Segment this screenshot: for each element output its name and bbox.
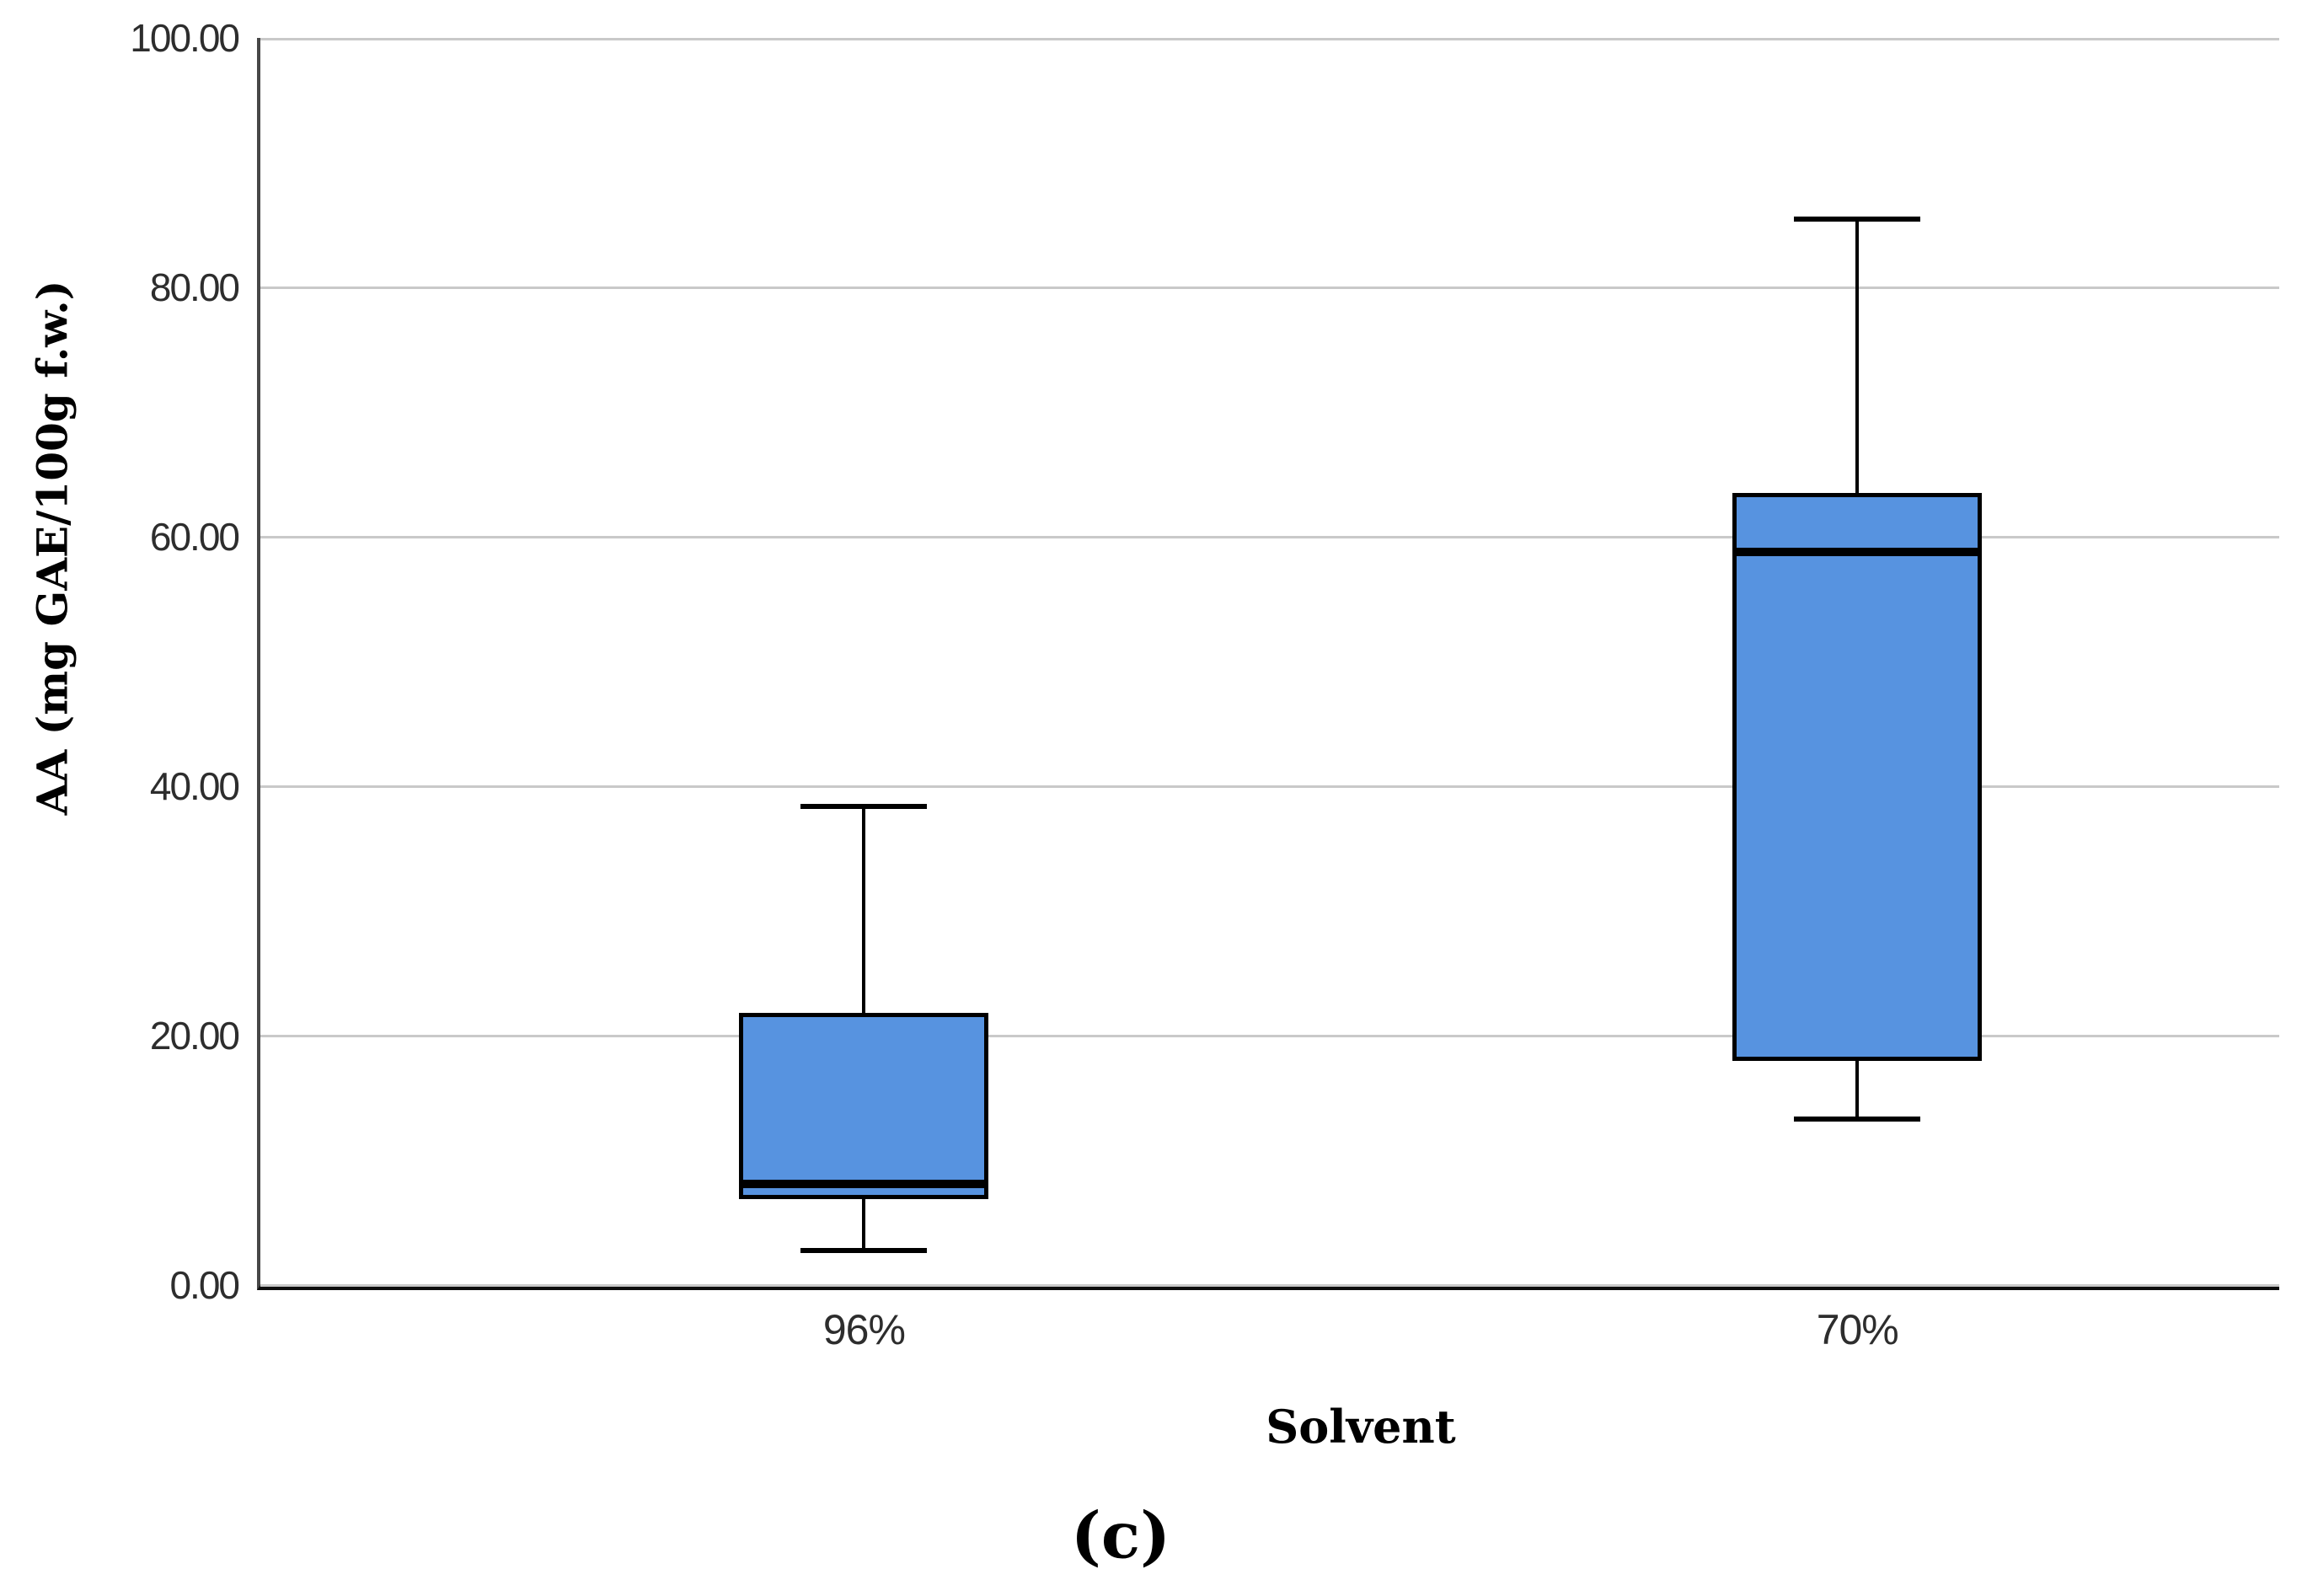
y-tick-label: 100.00 [130,16,240,60]
gridline-60.00 [260,535,2279,538]
x-tick-label: 96% [822,1306,906,1353]
y-axis-title: AA (mg GAE/100g f.w.) [27,280,78,816]
box-70% [1732,493,1983,1061]
whisker-lower-cap [1794,1117,1921,1122]
y-tick-label: 40.00 [149,764,240,808]
whisker-upper-cap [1794,216,1921,222]
x-tick-label: 70% [1816,1306,1899,1353]
whisker-lower-cap [800,1247,928,1253]
plot-area [257,38,2279,1290]
y-tick-label: 20.00 [149,1014,240,1058]
whisker-lower-line [862,1198,866,1251]
box-96% [739,1013,989,1199]
gridline-0.00 [260,1283,2279,1287]
whisker-upper-line [1855,218,1860,494]
gridline-80.00 [260,286,2279,289]
y-tick-label: 60.00 [149,515,240,559]
whisker-upper-line [862,806,866,1014]
x-axis-title: Solvent [1266,1400,1456,1454]
gridline-40.00 [260,785,2279,788]
median-70% [1732,547,1983,556]
y-tick-label: 0.00 [169,1263,240,1307]
median-96% [739,1180,989,1189]
y-tick-label: 80.00 [149,265,240,309]
whisker-lower-line [1855,1060,1860,1120]
gridline-20.00 [260,1034,2279,1037]
gridline-100.00 [260,38,2279,40]
figure-caption: (c) [1070,1497,1171,1573]
whisker-upper-cap [800,803,928,809]
